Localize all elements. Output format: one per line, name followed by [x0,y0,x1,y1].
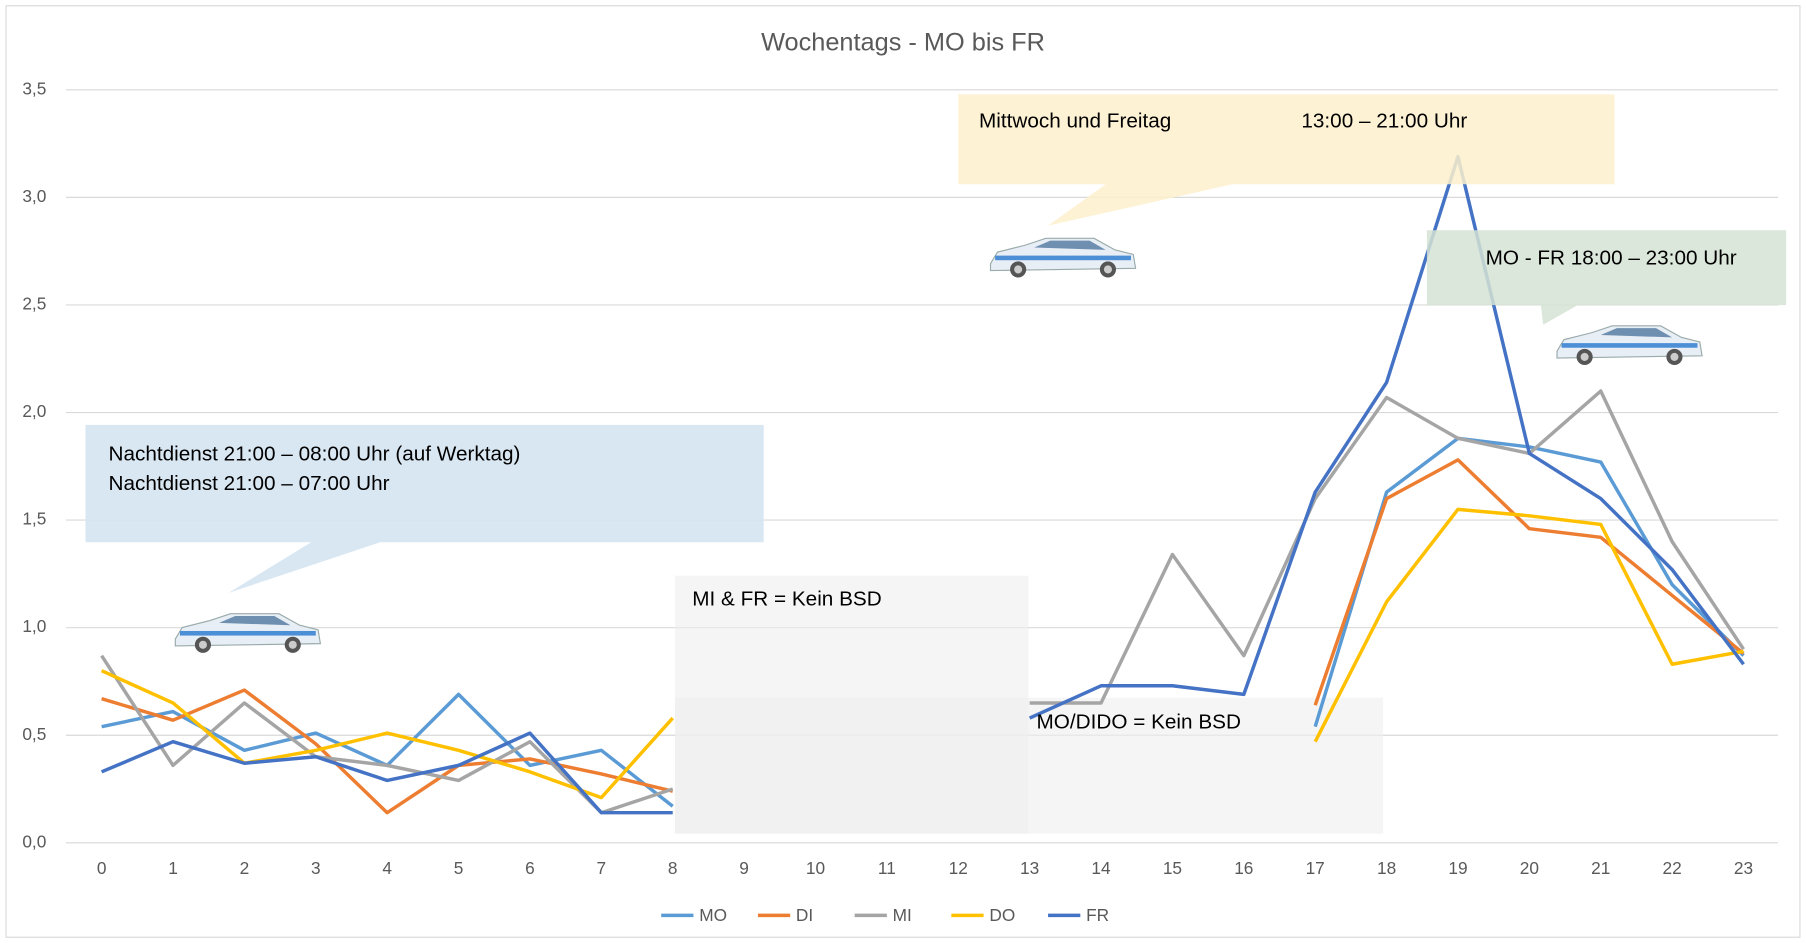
y-tick-label: 0,5 [22,724,46,744]
annotation: Nachtdienst 21:00 – 08:00 Uhr (auf Werkt… [109,442,521,465]
x-tick-label: 11 [878,858,896,878]
x-tick-label: 4 [382,858,392,878]
legend-label: MI [893,905,912,925]
annotation: MO/DIDO = Kein BSD [1037,711,1241,734]
x-tick-label: 3 [311,858,321,878]
y-tick-label: 0,0 [22,831,46,851]
x-tick-label: 16 [1234,858,1253,878]
x-tick-label: 20 [1520,858,1539,878]
x-tick-label: 15 [1163,858,1182,878]
x-tick-label: 10 [806,858,825,878]
x-tick-label: 1 [168,858,178,878]
x-tick-label: 7 [597,858,607,878]
y-tick-label: 1,5 [22,509,46,529]
x-tick-label: 13 [1020,858,1039,878]
x-tick-label: 14 [1091,858,1111,878]
x-tick-label: 8 [668,858,678,878]
x-tick-label: 5 [454,858,464,878]
x-tick-label: 6 [525,858,535,878]
annotation: Mittwoch und Freitag [979,110,1171,133]
y-tick-label: 3,5 [22,78,46,98]
shade-region [675,698,1383,834]
annotation: MI & FR = Kein BSD [692,587,881,610]
x-tick-label: 17 [1306,858,1325,878]
legend-label: FR [1086,905,1109,925]
legend-label: DI [796,905,813,925]
y-tick-label: 2,5 [22,294,46,314]
x-tick-label: 22 [1663,858,1682,878]
x-tick-label: 12 [949,858,968,878]
y-tick-label: 1,0 [22,616,46,636]
x-tick-label: 2 [240,858,250,878]
page: {"chart_data": {"type": "line", "title":… [0,0,1806,943]
chart: Wochentags - MO bis FR 0,0 0,5 1,0 1,5 2,0 2,… [0,0,1806,943]
chart-title: Wochentags - MO bis FR [761,28,1045,56]
annotation: 13:00 – 21:00 Uhr [1301,110,1467,133]
y-tick-label: 3,0 [22,186,46,206]
x-tick-label: 9 [739,858,749,878]
x-tick-label: 0 [97,858,107,878]
x-tick-label: 18 [1377,858,1396,878]
x-tick-label: 23 [1734,858,1753,878]
legend-label: MO [699,905,727,925]
x-tick-label: 19 [1448,858,1467,878]
annotation: MO - FR 18:00 – 23:00 Uhr [1486,247,1737,270]
annotation: Nachtdienst 21:00 – 07:00 Uhr [109,472,390,495]
x-tick-label: 21 [1591,858,1610,878]
y-tick-label: 2,0 [22,401,46,421]
legend-label: DO [989,905,1015,925]
